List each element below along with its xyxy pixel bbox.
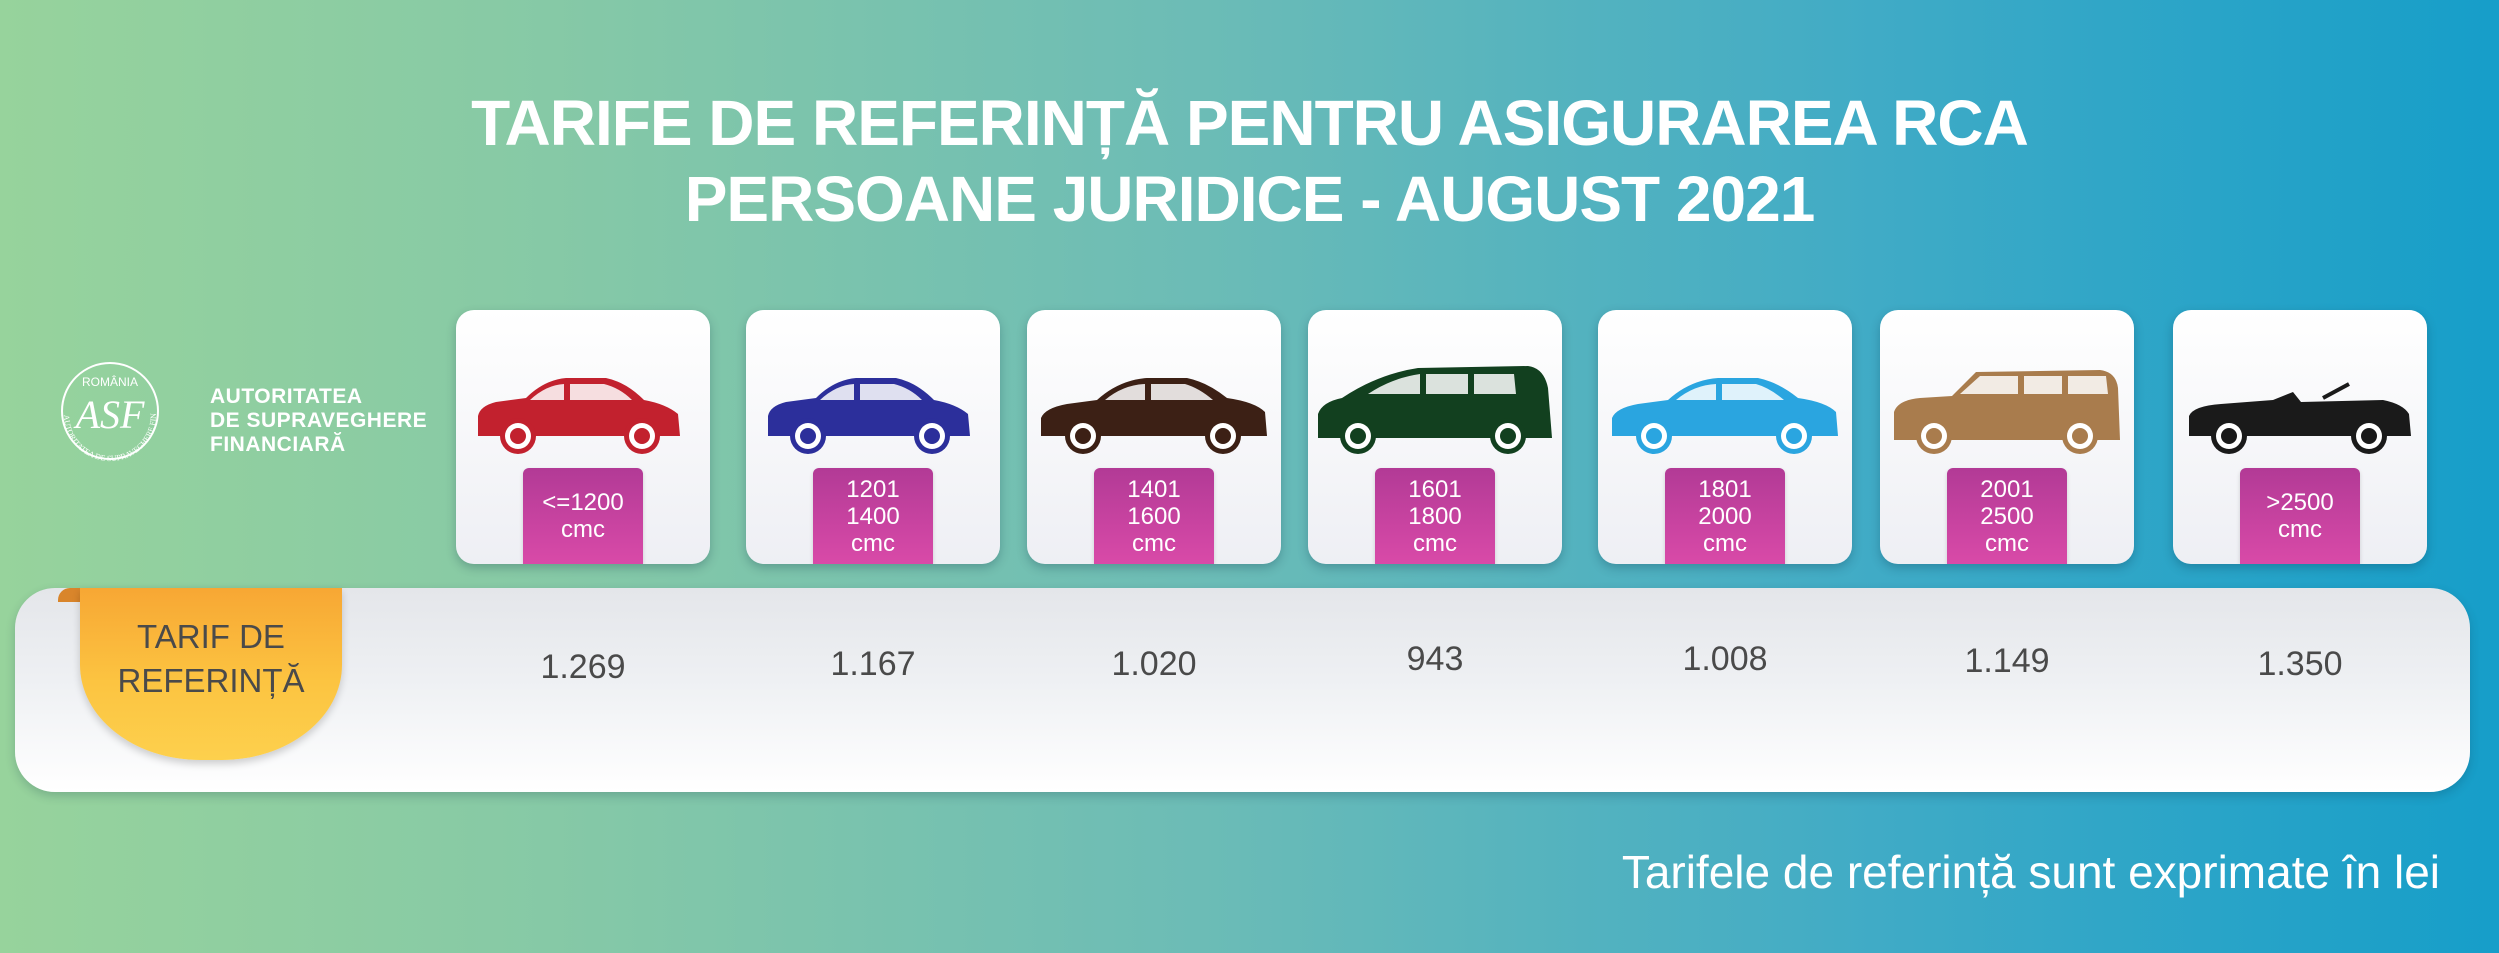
logo-line-3: FINANCIARĂ (210, 433, 346, 456)
tariff-value: 1.269 (540, 648, 626, 686)
title-line-1: TARIFE DE REFERINȚĂ PENTRU ASIGURAREA RC… (471, 87, 2029, 159)
logo-monogram: ASF (73, 392, 145, 437)
engine-capacity-line: cmc (2278, 516, 2322, 543)
hatchback-car-icon (768, 378, 970, 454)
engine-capacity-line: 1800 (1408, 502, 1462, 530)
suv-car-icon (1894, 370, 2120, 454)
engine-capacity-line: cmc (1413, 529, 1457, 557)
engine-capacity-tag: 1401 1600 cmc (1094, 468, 1214, 564)
tariff-value: 943 (1406, 640, 1464, 678)
engine-capacity-line: 1201 (846, 475, 900, 503)
engine-capacity-tag: 1601 1800 cmc (1375, 468, 1495, 564)
engine-capacity-tag: 1801 2000 cmc (1665, 468, 1785, 564)
tariff-value: 1.008 (1682, 640, 1768, 678)
vehicle-card: 1601 1800 cmc (1308, 310, 1562, 564)
row-label-line-1: TARIF DE (137, 618, 285, 655)
row-label: TARIF DE REFERINȚĂ (80, 615, 342, 703)
vehicle-card: <=1200 cmc (456, 310, 710, 564)
sedan-car-icon (1612, 378, 1838, 454)
currency-note: Tarifele de referință sunt exprimate în … (1621, 846, 2440, 898)
asf-logo: ROMÂNIA ASF AUTORITATEA DE SUPRAVEGHERE … (22, 345, 442, 480)
engine-capacity-line: cmc (561, 516, 605, 543)
row-label-ribbon (80, 588, 342, 760)
engine-capacity-line: 2500 (1980, 502, 2034, 530)
logo-line-2: DE SUPRAVEGHERE (210, 409, 428, 432)
logo-country: ROMÂNIA (82, 374, 138, 389)
asf-seal-icon: ROMÂNIA ASF AUTORITATEA DE SUPRAVEGHERE … (36, 353, 159, 463)
tariff-row (15, 588, 2470, 792)
engine-capacity-tag: <=1200 cmc (523, 468, 643, 564)
tariff-value: 1.167 (830, 645, 916, 683)
engine-capacity-line: >2500 (2266, 489, 2334, 516)
tariff-value: 1.149 (1964, 642, 2050, 680)
vehicle-card: 1201 1400 cmc (746, 310, 1000, 564)
engine-capacity-tag: >2500 cmc (2240, 468, 2360, 564)
ribbon-fold (58, 588, 82, 602)
engine-capacity-line: 1601 (1408, 475, 1462, 503)
engine-capacity-line: <=1200 (542, 489, 624, 516)
engine-capacity-line: 2001 (1980, 475, 2034, 503)
hatchback-car-icon (478, 378, 680, 454)
vehicle-card: 2001 2500 cmc (1880, 310, 2134, 564)
engine-capacity-line: cmc (1132, 529, 1176, 557)
engine-capacity-line: 1400 (846, 502, 900, 530)
sedan-car-icon (1041, 378, 1267, 454)
vehicle-card: 1801 2000 cmc (1598, 310, 1852, 564)
tariff-value: 1.020 (1111, 645, 1197, 683)
engine-capacity-tag: 1201 1400 cmc (813, 468, 933, 564)
page-title: TARIFE DE REFERINȚĂ PENTRU ASIGURAREA RC… (0, 85, 2499, 237)
engine-capacity-line: 2000 (1698, 502, 1752, 530)
logo-line-1: AUTORITATEA (210, 385, 363, 408)
vehicle-card: 1401 1600 cmc (1027, 310, 1281, 564)
row-label-line-2: REFERINȚĂ (117, 662, 305, 699)
vehicle-card: >2500 cmc (2173, 310, 2427, 564)
engine-capacity-line: 1401 (1127, 475, 1181, 503)
convertible-car-icon (2189, 382, 2411, 454)
title-line-2: PERSOANE JURIDICE - AUGUST 2021 (684, 163, 1816, 235)
engine-capacity-line: cmc (1985, 529, 2029, 557)
engine-capacity-line: 1801 (1698, 475, 1752, 503)
tariff-value: 1.350 (2257, 645, 2343, 683)
logo-wordmark: AUTORITATEA DE SUPRAVEGHERE FINANCIARĂ (210, 385, 427, 457)
engine-capacity-line: cmc (1703, 529, 1747, 557)
minivan-car-icon (1318, 366, 1552, 454)
engine-capacity-line: 1600 (1127, 502, 1181, 530)
engine-capacity-tag: 2001 2500 cmc (1947, 468, 2067, 564)
engine-capacity-line: cmc (851, 529, 895, 557)
